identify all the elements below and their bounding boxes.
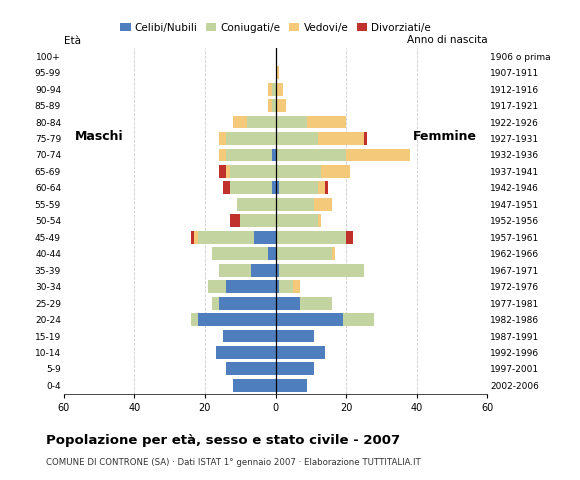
Bar (364, 132, 367, 145)
Bar (276, 66, 279, 79)
Bar (247, 116, 276, 129)
Bar (212, 297, 219, 310)
Bar (254, 231, 276, 244)
Bar (279, 280, 293, 293)
Bar (240, 215, 276, 227)
Bar (343, 313, 374, 326)
Bar (219, 132, 226, 145)
Bar (269, 83, 272, 96)
Bar (276, 99, 286, 112)
Bar (219, 148, 226, 161)
Legend: Celibi/Nubili, Coniugati/e, Vedovi/e, Divorziati/e: Celibi/Nubili, Coniugati/e, Vedovi/e, Di… (116, 19, 435, 37)
Bar (325, 181, 328, 194)
Bar (276, 231, 346, 244)
Bar (332, 247, 335, 260)
Bar (276, 297, 300, 310)
Bar (276, 148, 346, 161)
Bar (230, 165, 276, 178)
Bar (269, 99, 272, 112)
Bar (233, 116, 247, 129)
Bar (276, 132, 318, 145)
Bar (219, 165, 226, 178)
Bar (300, 297, 332, 310)
Bar (198, 313, 276, 326)
Bar (276, 181, 279, 194)
Bar (276, 379, 307, 392)
Bar (272, 148, 276, 161)
Bar (346, 231, 353, 244)
Bar (194, 231, 198, 244)
Bar (237, 198, 276, 211)
Bar (276, 198, 314, 211)
Bar (191, 313, 198, 326)
Bar (272, 181, 276, 194)
Bar (307, 116, 346, 129)
Bar (276, 215, 318, 227)
Bar (279, 264, 364, 276)
Bar (269, 247, 276, 260)
Bar (276, 116, 307, 129)
Bar (223, 181, 230, 194)
Bar (318, 181, 325, 194)
Bar (198, 231, 254, 244)
Bar (230, 215, 240, 227)
Bar (219, 264, 251, 276)
Text: Età: Età (64, 36, 81, 47)
Bar (279, 181, 318, 194)
Bar (276, 165, 321, 178)
Bar (226, 148, 272, 161)
Bar (276, 264, 279, 276)
Bar (226, 165, 230, 178)
Text: Femmine: Femmine (412, 130, 477, 143)
Bar (219, 297, 276, 310)
Bar (251, 264, 276, 276)
Bar (276, 247, 332, 260)
Bar (314, 198, 332, 211)
Bar (272, 83, 276, 96)
Bar (223, 330, 276, 342)
Bar (276, 346, 325, 359)
Bar (272, 99, 276, 112)
Bar (216, 346, 276, 359)
Bar (276, 362, 314, 375)
Bar (318, 215, 321, 227)
Bar (276, 313, 343, 326)
Text: Anno di nascita: Anno di nascita (407, 35, 487, 45)
Bar (321, 165, 350, 178)
Bar (191, 231, 194, 244)
Bar (230, 181, 272, 194)
Bar (318, 132, 364, 145)
Bar (226, 132, 276, 145)
Bar (226, 280, 276, 293)
Bar (276, 330, 314, 342)
Bar (276, 280, 279, 293)
Bar (346, 148, 409, 161)
Text: Maschi: Maschi (74, 130, 123, 143)
Text: Popolazione per età, sesso e stato civile - 2007: Popolazione per età, sesso e stato civil… (46, 434, 401, 447)
Bar (293, 280, 300, 293)
Bar (276, 83, 282, 96)
Bar (233, 379, 276, 392)
Text: COMUNE DI CONTRONE (SA) · Dati ISTAT 1° gennaio 2007 · Elaborazione TUTTITALIA.I: COMUNE DI CONTRONE (SA) · Dati ISTAT 1° … (46, 458, 421, 468)
Bar (212, 247, 269, 260)
Bar (208, 280, 226, 293)
Bar (226, 362, 276, 375)
